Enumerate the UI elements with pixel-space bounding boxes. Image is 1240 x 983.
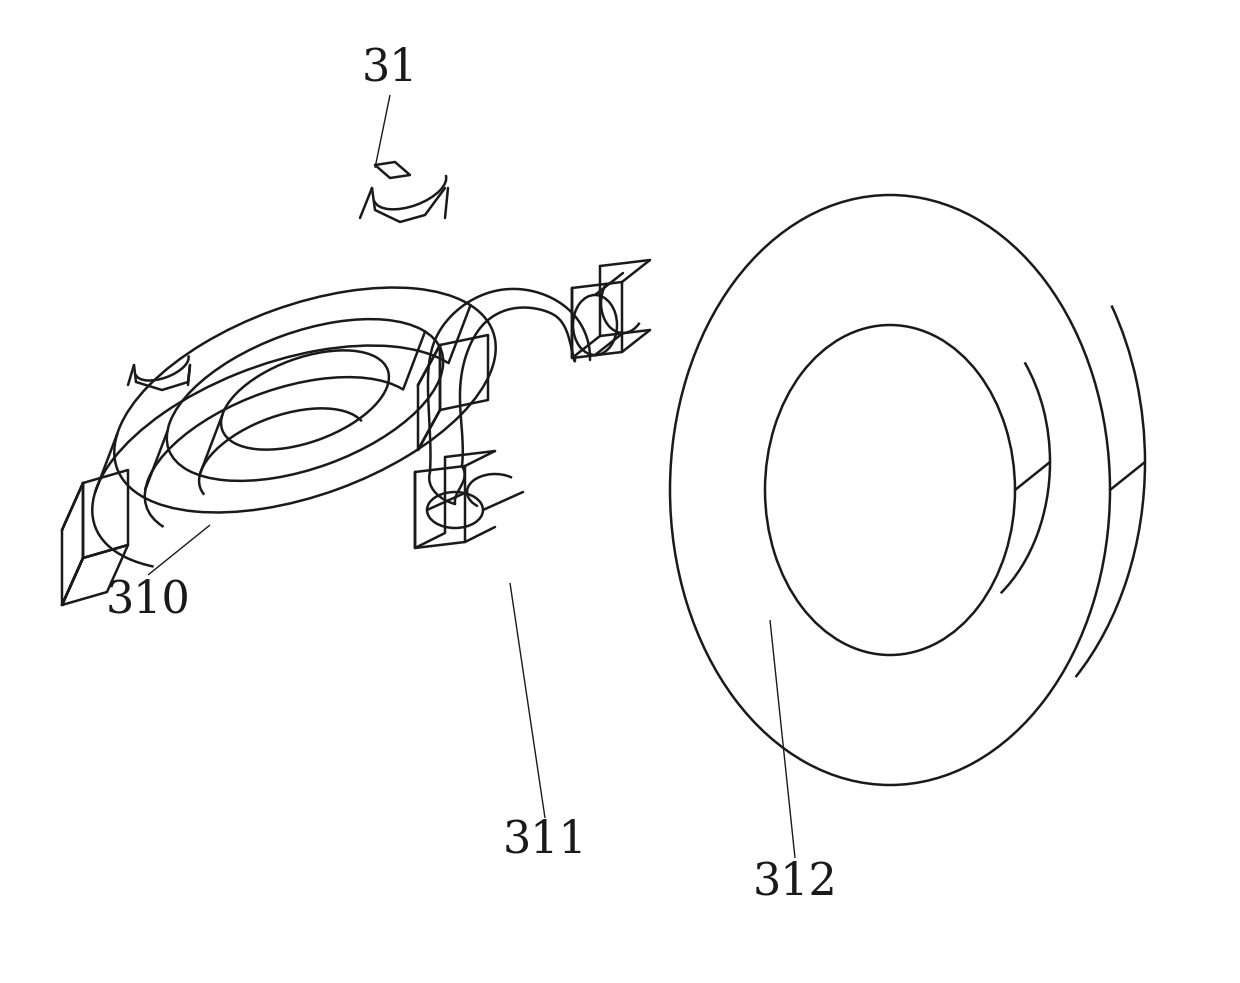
Text: 31: 31 bbox=[362, 46, 418, 89]
Text: 310: 310 bbox=[105, 578, 191, 621]
Text: 312: 312 bbox=[753, 860, 837, 903]
Text: 311: 311 bbox=[502, 819, 588, 861]
